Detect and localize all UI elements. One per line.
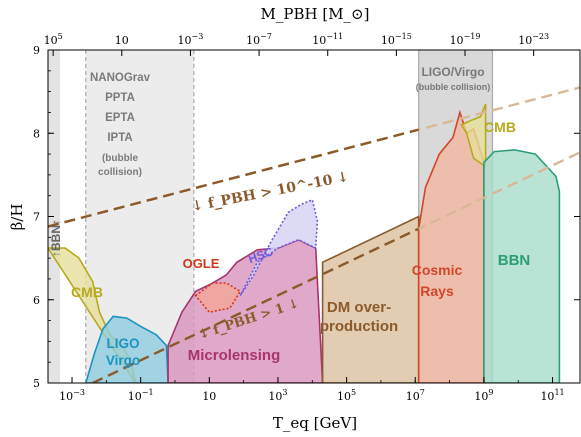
x-axis-ticks: 10−3 10−1 10 103 105 107 109 1011 [59,377,565,403]
svg-text:Virgo: Virgo [106,353,140,368]
line-f-pbh-1 [92,227,420,383]
label-f-upper: ↓ f_PBH > 10^-10 ↓ [190,169,350,215]
svg-text:collision): collision) [98,167,142,178]
x-tick-label: 10 [202,390,216,403]
x-tick-label: 10−3 [59,388,85,403]
top-tick-label: 10−3 [178,32,204,47]
region-bbn-8 [483,149,561,383]
label-bbn-left: ↑BBN↑ [49,219,63,257]
svg-text:IPTA: IPTA [107,132,132,144]
y-tick-label: 5 [33,377,40,390]
top-tick-label: 10−7 [246,32,272,47]
svg-text:Cosmic: Cosmic [412,262,463,278]
y-axis-label: β/H [8,204,26,231]
y-tick-label: 7 [33,211,40,224]
region-dm-over-production-5 [321,215,420,383]
label-dm: DM over- production [320,299,398,335]
label-cmb-right: CMB [484,119,516,135]
x-tick-label: 107 [406,388,425,403]
svg-text:LIGO: LIGO [107,336,140,351]
region-microlensing-2 [167,238,324,383]
label-ligo-region: LIGO Virgo [106,336,140,368]
region-cmb-7 [460,103,487,169]
top-tick-label: 10 [115,34,129,47]
region-ogle-3 [194,282,242,314]
svg-text:production: production [320,318,398,335]
svg-text:PPTA: PPTA [105,92,135,104]
label-pta: NANOGrav PPTA EPTA IPTA (bubble collisio… [90,72,151,178]
svg-text:(bubble: (bubble [102,153,139,164]
top-tick-label: 10−19 [450,32,481,47]
x-axis-label: T_eq [GeV] [273,414,357,432]
fpbh-lines [48,86,580,383]
svg-text:EPTA: EPTA [105,112,135,124]
top-tick-label: 10−15 [381,32,412,47]
top-tick-label: 105 [44,32,63,47]
label-ligo-band: LIGO/Virgo (bubble collision) [416,65,491,92]
label-cosmic: Cosmic Rays [412,262,463,299]
region-ligo-virgo-1 [84,315,169,383]
x-tick-label: 10−1 [128,388,154,403]
x-tick-label: 109 [474,388,493,403]
region-hsc-4 [239,198,319,297]
top-tick-label: 10−23 [518,32,549,47]
x-tick-label: 103 [268,388,287,403]
label-cmb-left: CMB [71,284,103,300]
line-f-pbh-10-10 [48,128,419,228]
y-tick-label: 8 [33,127,40,140]
top-tick-label: 10−11 [312,32,343,47]
svg-text:DM over-: DM over- [327,299,391,316]
x-tick-label: 105 [337,388,356,403]
y-tick-label: 6 [33,294,40,307]
label-bbn-right: BBN [498,252,531,269]
svg-text:NANOGrav: NANOGrav [90,72,151,84]
svg-text:(bubble collision): (bubble collision) [416,82,491,92]
y-tick-label: 9 [33,44,40,57]
top-axis-label: M_PBH [M_⊙] [261,5,370,23]
svg-text:Rays: Rays [420,283,454,299]
label-ogle: OGLE [183,256,220,271]
svg-text:LIGO/Virgo: LIGO/Virgo [421,65,484,79]
constraint-regions [48,103,561,383]
y-axis-ticks: 5 6 7 8 9 [33,44,580,390]
label-microlensing: Microlensing [188,347,281,364]
x-tick-label: 1011 [540,388,564,403]
